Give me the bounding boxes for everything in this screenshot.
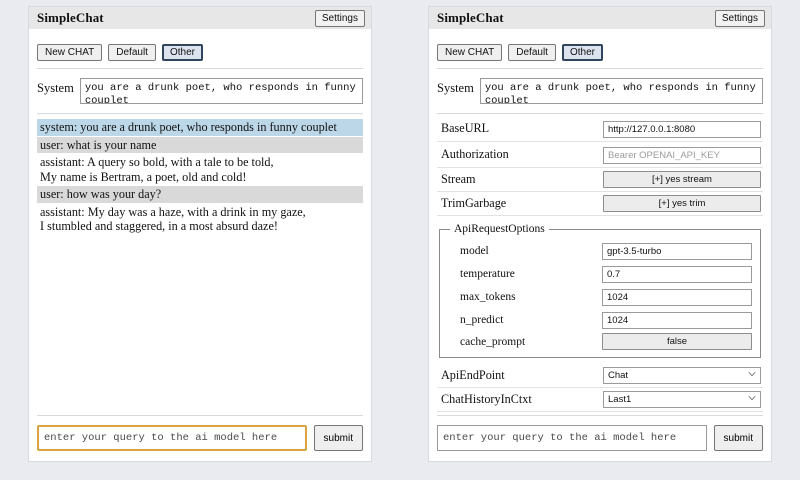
divider-top-right (437, 68, 763, 69)
api-request-options-legend: ApiRequestOptions (454, 223, 545, 235)
setting-label: max_tokens (460, 290, 516, 303)
cache-prompt-toggle-button[interactable]: false (602, 333, 752, 350)
setting-row-chathistoryinctxt: ChatHistoryInCtxt Last1 (437, 388, 763, 412)
session-tab-default[interactable]: Default (508, 44, 556, 61)
settings-button[interactable]: Settings (714, 9, 765, 27)
temperature-input[interactable] (602, 266, 752, 283)
setting-label: model (460, 244, 489, 257)
divider-top-left (37, 68, 363, 69)
app-title: SimpleChat (37, 10, 104, 25)
query-input[interactable] (37, 425, 307, 451)
setting-label: Authorization (441, 147, 509, 161)
baseurl-input[interactable] (603, 121, 761, 138)
authorization-input[interactable] (603, 147, 761, 164)
submit-button[interactable]: submit (713, 425, 763, 451)
setting-label: Stream (441, 172, 476, 186)
stream-toggle-button[interactable]: [+] yes stream (603, 171, 761, 188)
setting-row-cache-prompt: cache_prompt false (448, 331, 752, 352)
setting-label: temperature (460, 267, 515, 280)
chat-message: assistant: A query so bold, with a tale … (40, 155, 274, 184)
setting-row-baseurl: BaseURL (437, 116, 763, 142)
divider-system-right (437, 113, 763, 114)
max-tokens-input[interactable] (602, 289, 752, 306)
settings-button[interactable]: Settings (314, 9, 365, 27)
session-nav-left: New CHAT Default Other (37, 36, 363, 68)
setting-row-max-tokens: max_tokens (448, 285, 752, 308)
n-predict-input[interactable] (602, 312, 752, 329)
setting-label: cache_prompt (460, 335, 526, 348)
setting-label: ChatHistoryInCtxt (441, 392, 532, 406)
settings-form: BaseURL Authorization Stream [+] yes str… (437, 114, 763, 415)
system-prompt-input[interactable] (79, 78, 363, 104)
setting-label: ApiEndPoint (441, 368, 505, 382)
system-prompt-row-right: System (437, 69, 763, 113)
chat-panel-body: New CHAT Default Other System system: yo… (29, 29, 371, 415)
query-area-left: submit (29, 415, 371, 461)
model-input[interactable] (602, 243, 752, 260)
setting-row-trimgarbage: TrimGarbage [+] yes trim (437, 192, 763, 216)
setting-row-model: model (448, 239, 752, 262)
session-nav-right: New CHAT Default Other (437, 36, 763, 68)
setting-row-authorization: Authorization (437, 142, 763, 168)
session-tab-default[interactable]: Default (108, 44, 156, 61)
chat-panel: SimpleChat Settings New CHAT Default Oth… (28, 6, 372, 462)
app-title: SimpleChat (437, 10, 504, 25)
apiendpoint-select[interactable]: Chat (603, 367, 761, 384)
divider-query-left (37, 415, 363, 416)
setting-row-n-predict: n_predict (448, 308, 752, 331)
system-prompt-label: System (37, 81, 74, 95)
new-chat-button[interactable]: New CHAT (37, 44, 103, 61)
setting-label: n_predict (460, 313, 504, 326)
setting-row-stream: Stream [+] yes stream (437, 168, 763, 192)
session-tab-other[interactable]: Other (161, 44, 203, 61)
new-chat-button[interactable]: New CHAT (437, 44, 503, 61)
settings-panel-body: New CHAT Default Other System BaseURL (429, 29, 771, 415)
divider-system-left (37, 113, 363, 114)
setting-row-temperature: temperature (448, 262, 752, 285)
chat-message: system: you are a drunk poet, who respon… (37, 119, 363, 136)
session-tab-other[interactable]: Other (561, 44, 603, 61)
chat-message-list: system: you are a drunk poet, who respon… (37, 114, 363, 415)
system-prompt-label: System (437, 81, 474, 95)
submit-button[interactable]: submit (313, 425, 363, 451)
setting-row-apiendpoint: ApiEndPoint Chat (437, 364, 763, 388)
settings-panel: SimpleChat Settings New CHAT Default Oth… (428, 6, 772, 462)
trimgarbage-toggle-button[interactable]: [+] yes trim (603, 195, 761, 212)
query-input[interactable] (437, 425, 707, 451)
app-header-right: SimpleChat Settings (429, 7, 771, 29)
chathistoryinctxt-select[interactable]: Last1 (603, 391, 761, 408)
divider-query-right (437, 415, 763, 416)
chat-message: user: what is your name (37, 136, 363, 153)
app-header-left: SimpleChat Settings (29, 7, 371, 29)
chat-message: assistant: My day was a haze, with a dri… (40, 204, 306, 234)
system-prompt-input[interactable] (479, 78, 763, 104)
query-area-right: submit (429, 415, 771, 461)
setting-label: BaseURL (441, 121, 490, 135)
chat-message: user: how was your day? (37, 186, 363, 203)
setting-label: TrimGarbage (441, 196, 507, 210)
api-request-options-fieldset: ApiRequestOptions model temperature (439, 223, 761, 358)
system-prompt-row-left: System (37, 69, 363, 113)
